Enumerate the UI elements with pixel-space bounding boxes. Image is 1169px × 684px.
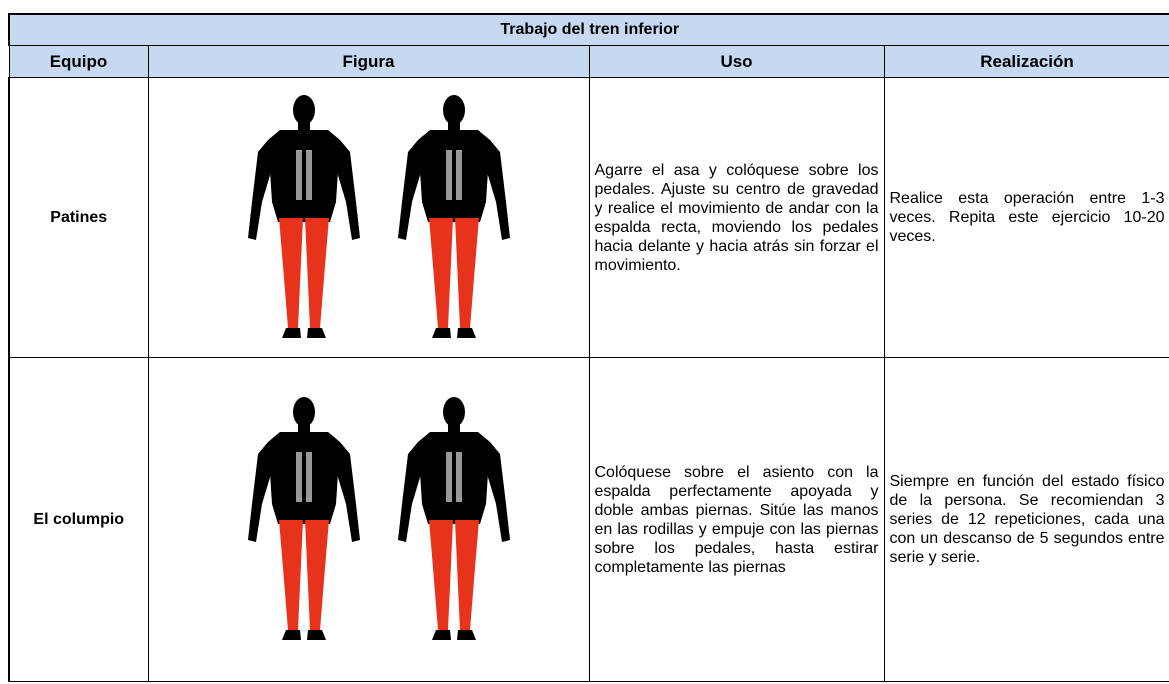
equipment-cell: Patines — [8, 77, 149, 358]
equipment-cell: El columpio — [8, 357, 149, 682]
figure-cell — [147, 357, 590, 682]
column-header: Uso — [588, 45, 885, 78]
muscle-figure — [247, 397, 510, 640]
figure-cell — [147, 77, 590, 358]
column-header: Figura — [147, 45, 590, 78]
column-header: Equipo — [8, 45, 149, 78]
usage-cell: Agarre el asa y colóquese sobre los peda… — [588, 77, 885, 358]
column-header: Realización — [883, 45, 1169, 78]
table-title: Trabajo del tren inferior — [7, 13, 1169, 46]
exercise-table: Trabajo del tren inferior Equipo Figura … — [7, 13, 1169, 682]
execution-cell: Realice esta operación entre 1-3 veces. … — [883, 77, 1169, 358]
execution-cell: Siempre en función del estado físico de … — [883, 357, 1169, 682]
usage-cell: Colóquese sobre el asiento con la espald… — [588, 357, 885, 682]
muscle-figure — [247, 95, 510, 338]
